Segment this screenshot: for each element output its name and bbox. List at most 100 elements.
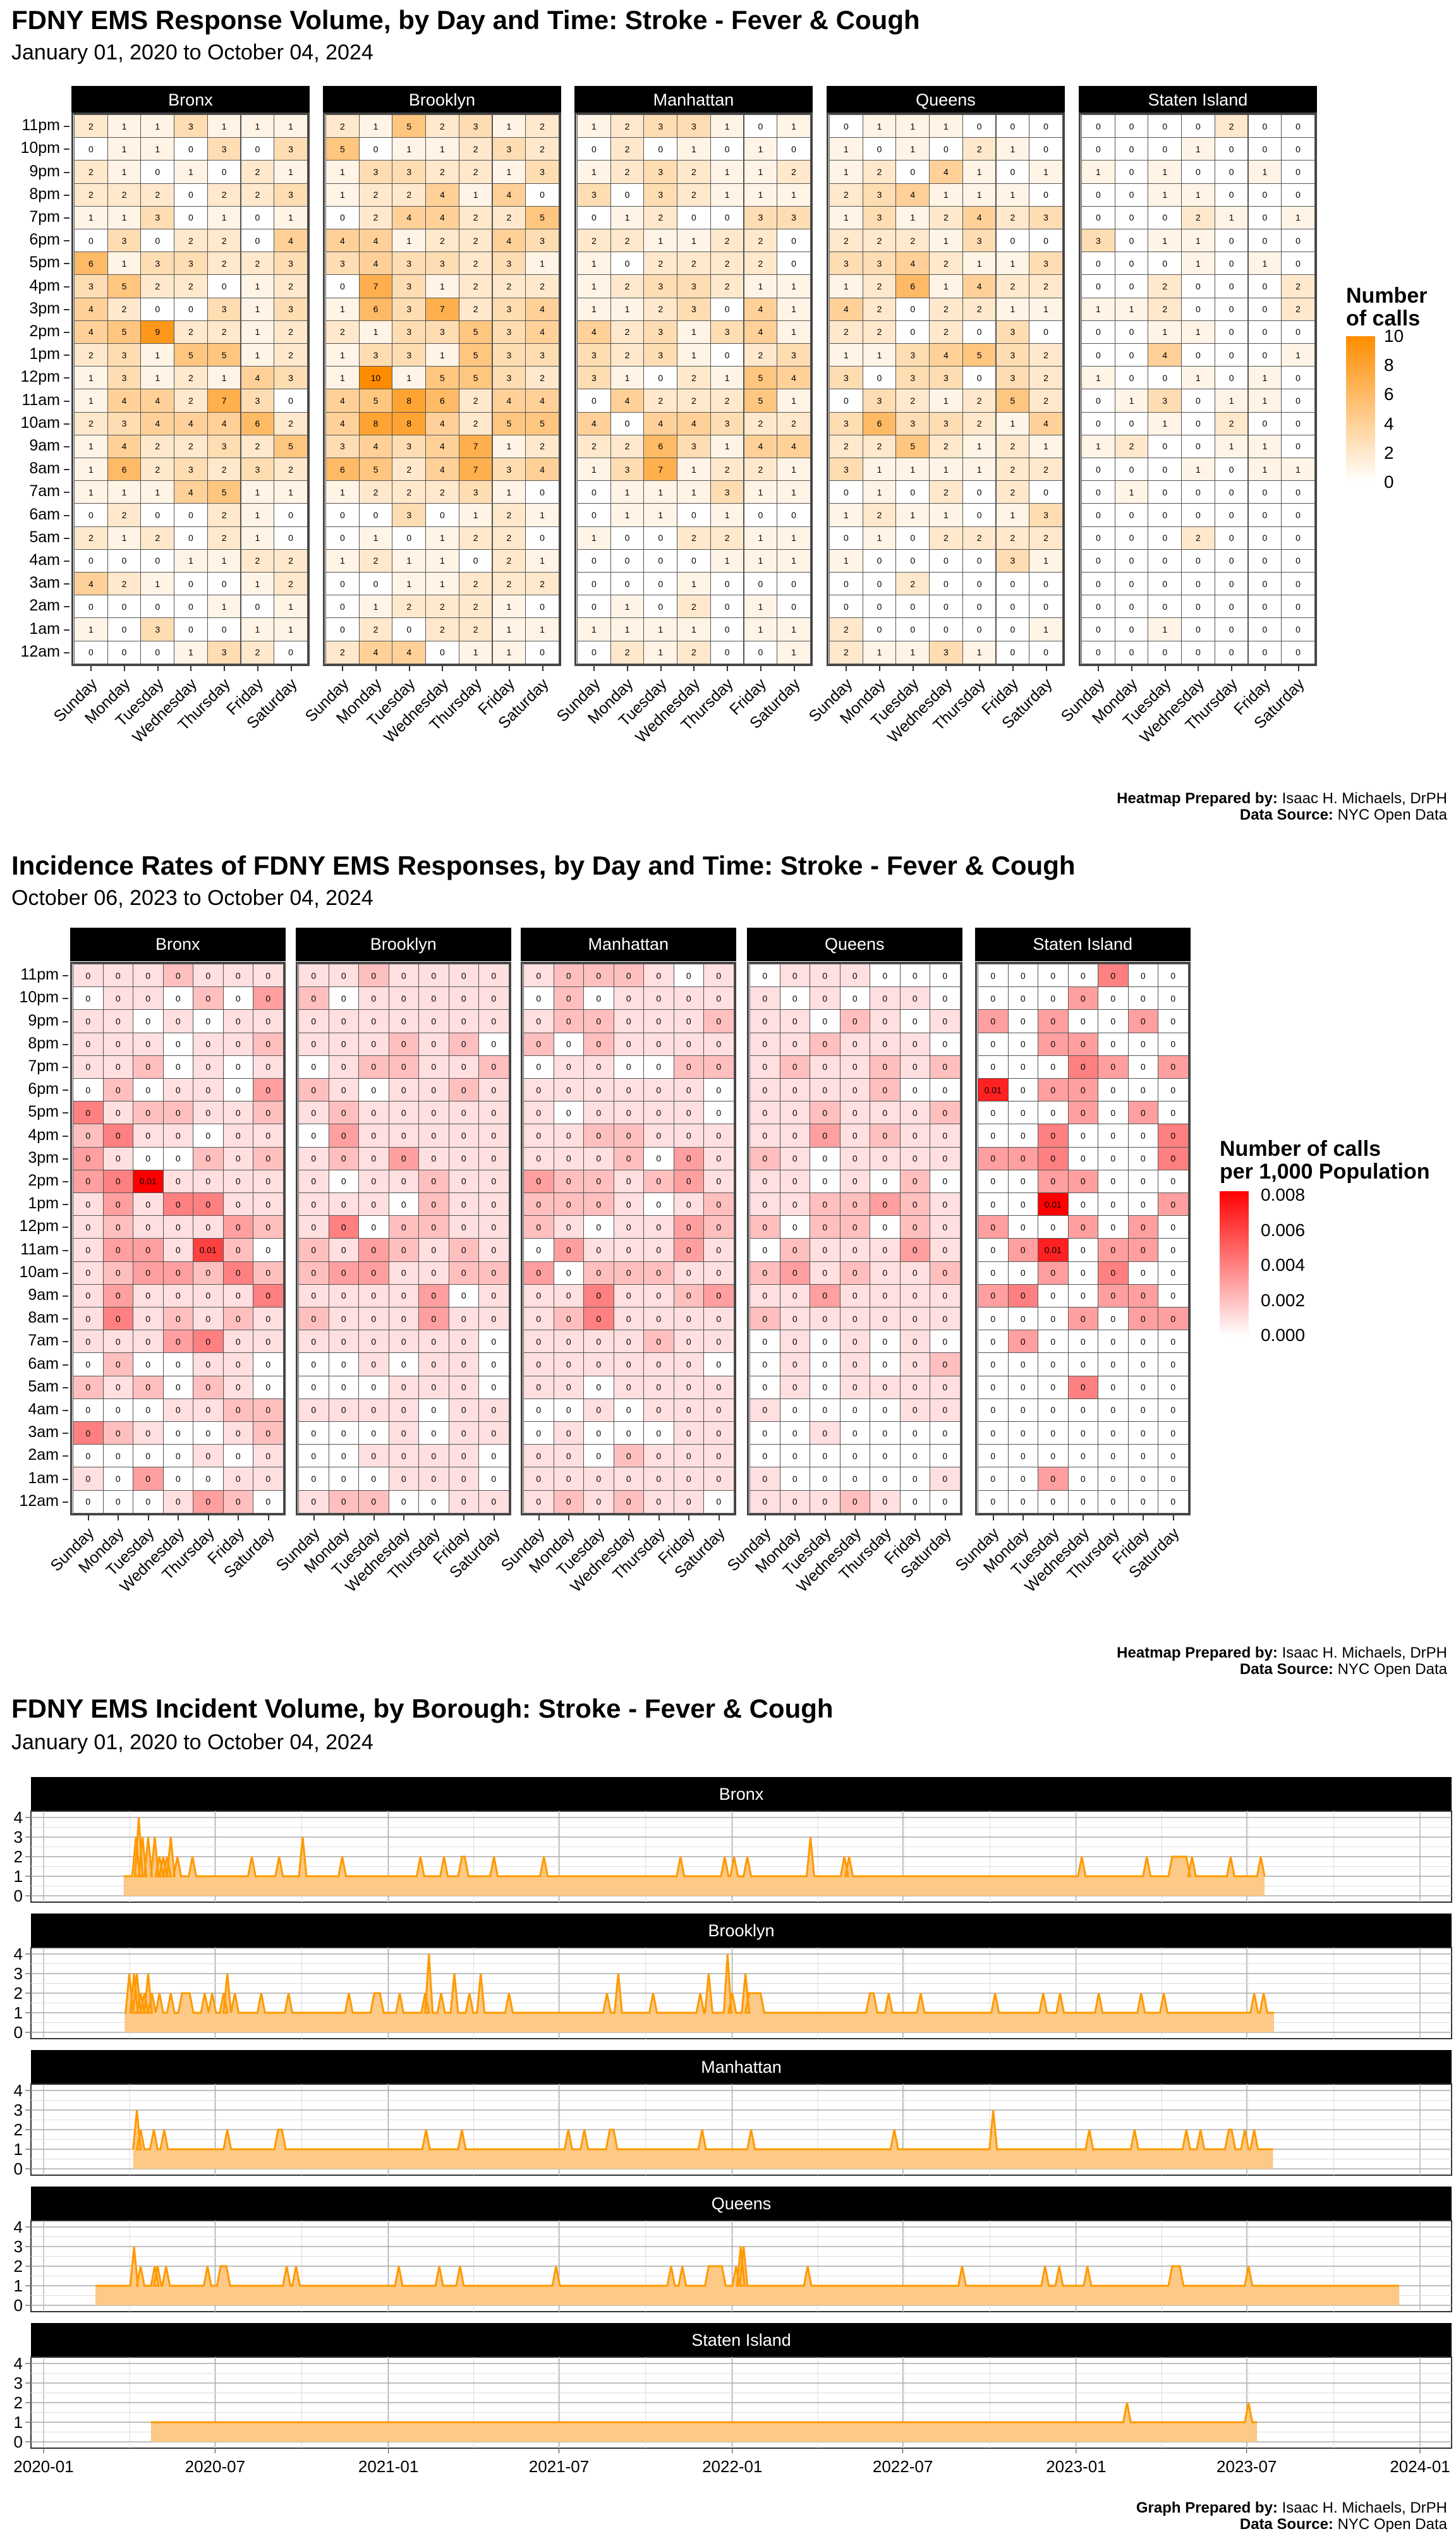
- heatmap-cell: 3: [174, 458, 208, 482]
- heatmap-cell: 3: [392, 274, 427, 298]
- y-tick-label: 0: [14, 2023, 23, 2042]
- heatmap-cell: 4: [358, 229, 393, 253]
- heatmap-cell: 5: [325, 137, 360, 161]
- heatmap-cell: 2: [140, 274, 175, 298]
- heatmap-cell: 6: [240, 411, 275, 435]
- heatmap-cell: 3: [492, 252, 526, 276]
- heatmap-cell: 3: [274, 297, 308, 321]
- heatmap-cell: 1: [140, 480, 175, 504]
- heatmap-cell: 2: [240, 549, 275, 573]
- y-tick-label: 3: [14, 1964, 23, 1983]
- heatmap-cell: 2: [274, 549, 308, 573]
- heatmap-cell: 2: [525, 137, 559, 161]
- y-tick-label: 2: [14, 2393, 23, 2412]
- heatmap-cell: 1: [74, 617, 108, 641]
- facet-strip-label: Staten Island: [691, 2331, 791, 2350]
- heatmap-cell: 4: [140, 411, 175, 435]
- x-tick-label: 2022-01: [702, 2457, 762, 2476]
- graph-credit-author: Graph Prepared by: Isaac H. Michaels, Dr…: [1136, 2499, 1447, 2517]
- y-tick-label: 1: [14, 2003, 23, 2022]
- heatmap-cell: 0: [274, 640, 308, 664]
- heatmap-cell: 4: [492, 229, 526, 253]
- heatmap-cell: 2: [458, 252, 493, 276]
- heatmap-cell: 4: [274, 229, 308, 253]
- heatmap-cell: 1: [140, 137, 175, 161]
- graph-credit-source: Data Source: NYC Open Data: [1240, 2516, 1447, 2533]
- heatmap-cell: 0: [174, 617, 208, 641]
- heatmap-cell: 3: [525, 160, 559, 184]
- heatmap-cell: 5: [174, 343, 208, 367]
- y-tick-label: 2: [14, 1984, 23, 2003]
- x-tick: [124, 665, 126, 671]
- heatmap-cell: 2: [107, 572, 142, 596]
- heatmap-cell: 0: [74, 137, 108, 161]
- heatmap-cell: 2: [140, 183, 175, 207]
- heatmap-cell: 1: [240, 343, 275, 367]
- heatmap-cell: 1: [325, 297, 360, 321]
- y-tick-label: 4: [14, 2217, 23, 2236]
- heatmap-cell: 2: [207, 183, 241, 207]
- y-tick-label: 2: [14, 2120, 23, 2139]
- y-tick-label: 2: [14, 1847, 23, 1866]
- heatmap-cell: 2: [274, 458, 308, 482]
- heatmap-cell: 0: [274, 526, 308, 550]
- heatmap-cell: 2: [525, 274, 559, 298]
- facet-strip: Brooklyn: [323, 86, 561, 114]
- heatmap-cell: 3: [140, 617, 175, 641]
- heatmap-cell: 3: [325, 252, 360, 276]
- heatmap-cell: 1: [274, 595, 308, 619]
- heatmap-cell: 0: [74, 549, 108, 573]
- heatmap-cell: 1: [492, 160, 526, 184]
- heatmap-cell: 0: [140, 595, 175, 619]
- heatmap-cell: 3: [207, 297, 241, 321]
- heatmap-cell: 3: [174, 252, 208, 276]
- y-tick-label: 0: [14, 2159, 23, 2178]
- heatmap-cell: 2: [458, 229, 493, 253]
- heatmap-cell: 5: [392, 114, 427, 138]
- heatmap-cell: 1: [392, 229, 427, 253]
- y-tick-label: 3: [14, 2374, 23, 2393]
- heatmap-cell: 3: [107, 411, 142, 435]
- heatmap-cell: 2: [107, 297, 142, 321]
- heatmap-cell: 1: [492, 114, 526, 138]
- heatmap-cell: 1: [240, 617, 275, 641]
- heatmap-cell: 3: [392, 252, 427, 276]
- heatmap-cell: 2: [74, 343, 108, 367]
- source-label: Data Source:: [1239, 2516, 1333, 2533]
- heatmap-cell: 2: [74, 183, 108, 207]
- heatmap-cell: 2: [240, 252, 275, 276]
- heatmap-cell: 1: [240, 572, 275, 596]
- y-tick-label: 1: [14, 2140, 23, 2159]
- heatmap-cell: 3: [174, 114, 208, 138]
- y-tick-label: 4: [14, 1944, 23, 1963]
- y-tick-label: 0: [14, 2432, 23, 2451]
- x-tick: [90, 665, 92, 671]
- heatmap-cell: 2: [174, 320, 208, 344]
- heatmap-cell: 2: [207, 503, 241, 527]
- heatmap-cell: 1: [325, 183, 360, 207]
- heatmap-cell: 0: [140, 549, 175, 573]
- heatmap-cell: 3: [525, 229, 559, 253]
- x-tick: [157, 665, 159, 671]
- heatmap-cell: 0: [325, 205, 360, 229]
- heatmap-cell: 0: [107, 595, 142, 619]
- heatmap-cell: 0: [107, 617, 142, 641]
- heatmap-cell: 4: [74, 320, 108, 344]
- heatmap-cell: 5: [525, 205, 559, 229]
- y-tick-label: 3: [14, 2237, 23, 2256]
- x-tick: [190, 665, 192, 671]
- source-name: NYC Open Data: [1337, 2516, 1447, 2533]
- heatmap-cell: 6: [74, 252, 108, 276]
- heatmap-cell: 0: [240, 229, 275, 253]
- x-tick-label: 2023-07: [1216, 2457, 1277, 2476]
- heatmap-cell: 0: [140, 640, 175, 664]
- heatmap-cell: 2: [140, 458, 175, 482]
- heatmap-cell: 1: [274, 205, 308, 229]
- heatmap-cell: 0: [140, 229, 175, 253]
- y-tick-label: 4: [14, 1808, 23, 1827]
- y-tick-label: 4: [14, 2081, 23, 2100]
- heatmap-cell: 3: [274, 252, 308, 276]
- heatmap-cell: 2: [358, 183, 393, 207]
- heatmap-cell: 0: [174, 595, 208, 619]
- heatmap-cell: 4: [425, 183, 459, 207]
